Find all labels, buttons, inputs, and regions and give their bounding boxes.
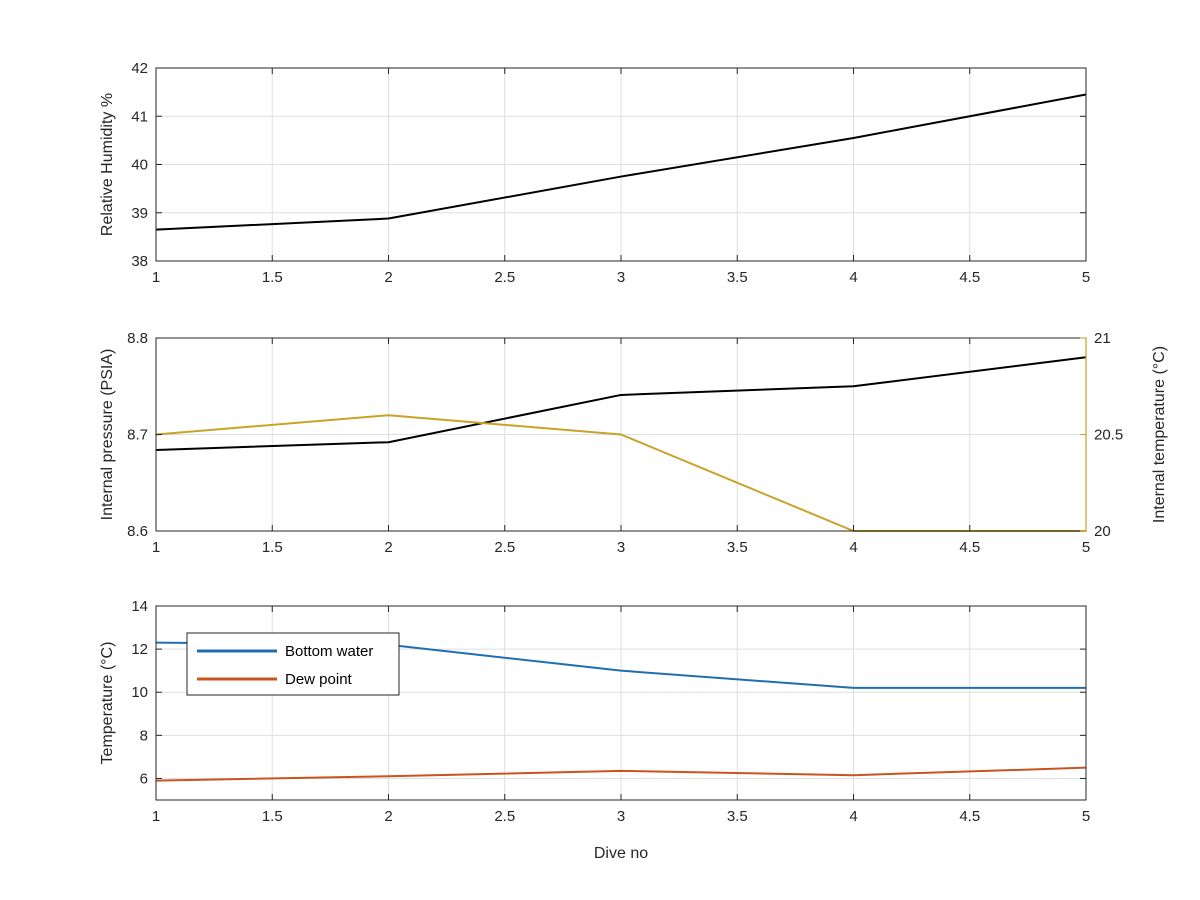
y-tick-label: 39 [131,205,148,222]
y-tick-label: 38 [131,253,148,270]
x-tick-label: 4 [849,269,857,286]
y-axis-title: Temperature (°C) [99,642,116,765]
y-axis-title: Relative Humidity % [99,93,116,236]
y-tick-label: 40 [131,157,148,174]
x-tick-label: 2.5 [494,539,515,556]
x-tick-label: 5 [1082,808,1090,825]
x-tick-label: 3 [617,808,625,825]
x-tick-label: 4.5 [959,808,980,825]
x-tick-label: 1.5 [262,269,283,286]
y-tick-label: 41 [131,108,148,125]
x-tick-label: 1.5 [262,539,283,556]
x-tick-label: 4 [849,539,857,556]
legend-label-dew-point: Dew point [285,671,353,688]
x-tick-label: 3.5 [727,539,748,556]
y-tick-label: 14 [131,598,148,615]
x-tick-label: 3.5 [727,808,748,825]
legend-box [186,632,400,696]
y-tick-label: 8.7 [127,427,148,444]
x-tick-label: 3 [617,269,625,286]
x-tick-label: 2.5 [494,808,515,825]
x-tick-label: 4.5 [959,269,980,286]
x-tick-label: 2 [384,808,392,825]
series-line-1 [155,93,1087,231]
right-y-axis-title: Internal temperature (°C) [1151,346,1168,523]
x-tick-label: 2.5 [494,269,515,286]
x-tick-label: 1.5 [262,808,283,825]
y-tick-label: 8.6 [127,523,148,540]
x-tick-label: 1 [152,269,160,286]
x-tick-label: 5 [1082,269,1090,286]
y-axis-title: Internal pressure (PSIA) [99,349,116,521]
y-tick-label: 8.8 [127,330,148,347]
x-tick-label: 4.5 [959,539,980,556]
y-tick-label: 10 [131,684,148,701]
x-tick-label: 1 [152,808,160,825]
panel-3: 1 1.5 2 2.5 3 3.5 4 4.5 5 6 8 10 12 14 Temperature (°C… [99,598,1090,862]
y-tick-label: 8 [140,727,148,744]
x-tick-label: 2 [384,269,392,286]
x-tick-label: 1 [152,539,160,556]
x-tick-label: 4 [849,808,857,825]
right-y-tick-label: 20 [1094,523,1111,540]
x-axis-title: Dive no [594,845,648,862]
right-y-tick-label: 20.5 [1094,427,1123,444]
x-tick-label: 2 [384,539,392,556]
x-tick-label: 5 [1082,539,1090,556]
panel-2: 1 1.5 2 2.5 3 3.5 4 4.5 5 8.6 8.7 8.8 20 20.5 21 Intern… [99,330,1168,556]
panel-1: 1 1.5 2 2.5 3 3.5 4 4.5 5 38 39 40 41 42 Relative Humi… [99,60,1090,286]
right-y-tick-label: 21 [1094,330,1111,347]
y-tick-label: 6 [140,770,148,787]
series-line-1 [155,356,1087,451]
x-tick-label: 3 [617,539,625,556]
y-tick-label: 42 [131,60,148,77]
series-dew-point [155,766,1087,782]
x-tick-label: 3.5 [727,269,748,286]
legend-label-bottom-water: Bottom water [285,643,373,660]
legend: Bottom water Dew point [186,632,400,696]
y-tick-label: 12 [131,641,148,658]
